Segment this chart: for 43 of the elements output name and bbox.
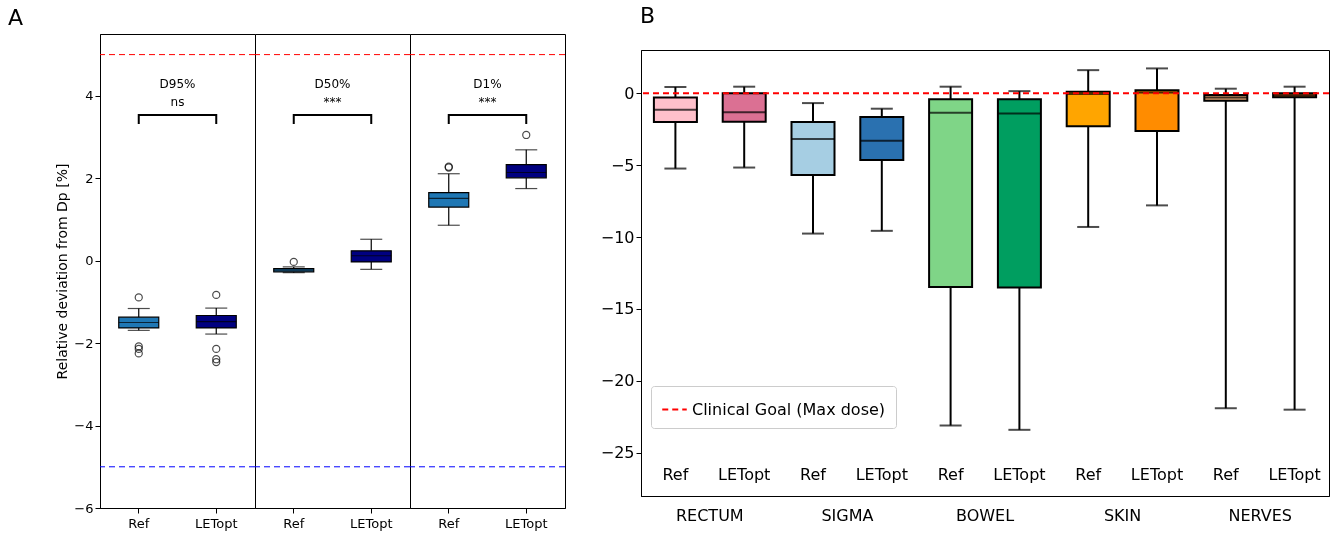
y-axis-title: Relative deviation from Dp [%] — [54, 163, 71, 380]
y-tick-label: −4 — [74, 418, 94, 434]
x-tick-label: Ref — [662, 464, 689, 484]
y-tick-label: 4 — [85, 88, 94, 104]
x-tick-label: Ref — [128, 515, 150, 531]
x-tick-label: LETopt — [1268, 464, 1321, 484]
y-tick-label: −6 — [74, 500, 94, 516]
x-tick-label: Ref — [438, 515, 460, 531]
y-tick-label: 2 — [85, 170, 94, 186]
annotation: *** — [478, 95, 497, 109]
text: SIGMA — [821, 506, 874, 525]
x-tick-label: Ref — [283, 515, 305, 531]
x-tick-label: LETopt — [855, 464, 908, 484]
x-tick-label: Ref — [937, 464, 964, 484]
y-tick-label: −20 — [600, 371, 635, 391]
annotation: D1% — [473, 77, 502, 91]
annotation: D95% — [159, 77, 196, 91]
text: SKIN — [1103, 506, 1142, 525]
x-tick-label: LETopt — [350, 515, 393, 531]
x-tick-label: Ref — [1075, 464, 1102, 484]
legend-label: Clinical Goal (Max dose) — [692, 399, 886, 419]
y-tick-label: 0 — [85, 253, 94, 269]
y-tick-label: −10 — [600, 227, 635, 247]
annotation: *** — [323, 95, 342, 109]
x-tick-label: LETopt — [993, 464, 1046, 484]
chart-title: A — [8, 5, 24, 30]
text: NERVES — [1228, 506, 1292, 525]
x-tick-label: Ref — [1212, 464, 1240, 484]
x-tick-label: LETopt — [1130, 464, 1184, 484]
y-tick-label: 0 — [624, 83, 635, 103]
x-tick-label: Ref — [800, 464, 827, 484]
chart-title: B — [640, 3, 656, 28]
text: BOWEL — [955, 506, 1015, 525]
y-tick-label: −2 — [74, 335, 94, 351]
y-tick-label: −5 — [610, 155, 635, 175]
annotation: D50% — [314, 77, 351, 91]
x-tick-label: LETopt — [195, 515, 238, 531]
x-tick-label: LETopt — [718, 464, 771, 484]
y-tick-label: −25 — [600, 443, 635, 463]
x-tick-label: LETopt — [505, 515, 548, 531]
annotation: ns — [170, 95, 185, 109]
text: RECTUM — [675, 506, 744, 525]
y-tick-label: −15 — [600, 299, 635, 319]
